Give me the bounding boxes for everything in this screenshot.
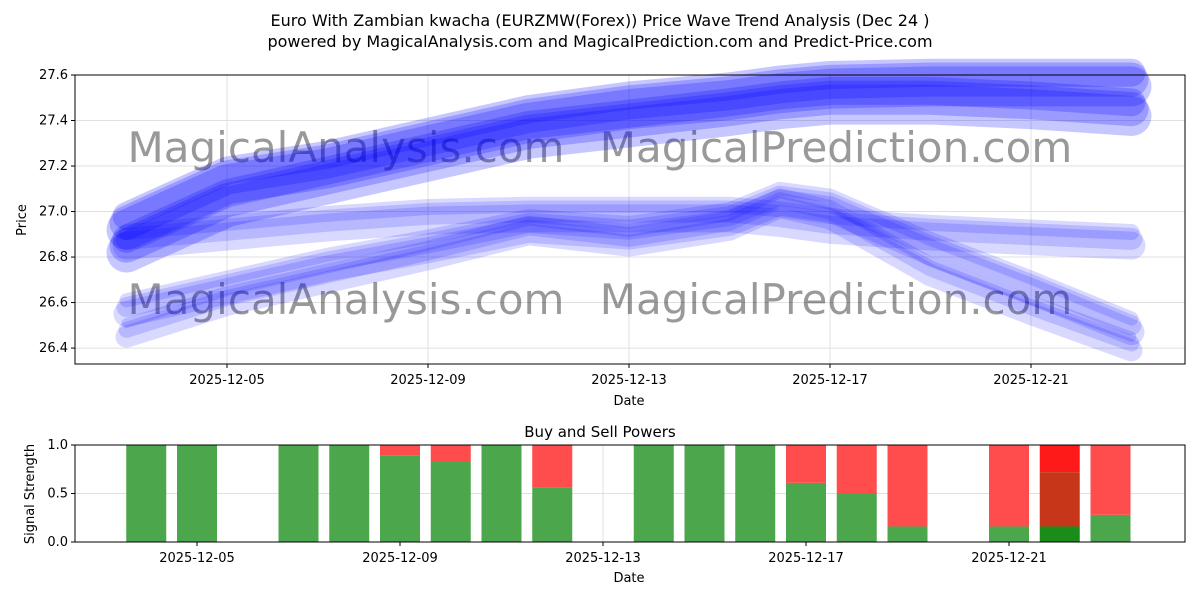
bottom-x-label: Date — [613, 571, 644, 586]
y-tick-label: 0.5 — [47, 487, 68, 502]
sell-bar — [989, 445, 1029, 527]
y-tick-label: 27.6 — [39, 68, 68, 83]
watermark: MagicalPrediction.com — [600, 275, 1073, 324]
x-tick-label: 2025-12-09 — [390, 373, 466, 388]
wave-band-4 — [118, 192, 1140, 352]
y-tick-label: 27.0 — [39, 205, 68, 220]
x-tick-label: 2025-12-21 — [971, 551, 1047, 566]
buy-bar — [1090, 514, 1131, 542]
wave-band-0 — [106, 66, 1152, 250]
buy-bar — [278, 445, 319, 542]
buy-bar — [735, 445, 776, 542]
sell-bar — [887, 445, 928, 527]
price-wave-chart: 2025-12-05 2025-12-09 2025-12-13 2025-12-17… — [39, 58, 1186, 388]
top-x-label: Date — [613, 394, 644, 409]
y-tick-label: 27.4 — [39, 114, 68, 129]
sell-bar — [430, 445, 471, 462]
sell-bar — [1090, 445, 1131, 515]
y-tick-label: 27.2 — [39, 159, 68, 174]
sell-bar — [836, 445, 877, 494]
plot-frame — [74, 444, 1186, 543]
x-tick-label: 2025-12-13 — [591, 373, 667, 388]
x-tick-label: 2025-12-05 — [189, 373, 265, 388]
buy-bar — [177, 445, 217, 542]
sell-bar — [380, 445, 420, 456]
buy-bar — [126, 445, 167, 542]
buy-bar — [989, 526, 1029, 542]
buy-bar — [887, 526, 928, 542]
sell-bar — [1039, 445, 1080, 473]
bottom-y-label: Signal Strength — [23, 444, 38, 544]
x-tick-label: 2025-12-05 — [159, 551, 235, 566]
wave-band-4 — [115, 195, 1143, 362]
buy-bar — [786, 482, 826, 542]
x-tick-label: 2025-12-17 — [768, 551, 844, 566]
plot-frame — [74, 74, 1186, 365]
y-tick-label: 26.6 — [39, 296, 68, 311]
wave-band-1 — [106, 84, 1152, 273]
buy-bar — [430, 461, 471, 542]
wave-band-2 — [118, 196, 1140, 241]
y-tick-label: 26.8 — [39, 250, 68, 265]
sell-bar — [786, 445, 826, 483]
buy-bar — [380, 455, 420, 542]
wave-band-3 — [119, 181, 1139, 326]
y-tick-label: 26.4 — [39, 341, 68, 356]
wave-band-3 — [116, 185, 1142, 336]
wave-band-0 — [109, 62, 1149, 240]
buy-bar — [684, 445, 725, 542]
watermark: MagicalAnalysis.com — [128, 275, 565, 324]
sell-bar — [532, 445, 573, 488]
chart-subtitle: powered by MagicalAnalysis.com and Magic… — [267, 32, 932, 51]
x-tick-label: 2025-12-21 — [993, 373, 1069, 388]
buy-bar — [1039, 526, 1080, 542]
buy-bar — [532, 487, 573, 542]
x-tick-label: 2025-12-17 — [792, 373, 868, 388]
watermark: MagicalPrediction.com — [600, 123, 1073, 172]
mixed-bar — [1039, 472, 1080, 527]
buy-bar — [836, 493, 877, 542]
wave-band-2 — [112, 204, 1146, 260]
wave-band-1 — [109, 80, 1149, 263]
y-tick-label: 1.0 — [47, 438, 68, 453]
wave-band-3 — [113, 189, 1145, 346]
bottom-chart-title: Buy and Sell Powers — [524, 423, 676, 441]
wave-band-4 — [121, 188, 1137, 342]
buy-sell-chart: 2025-12-05 2025-12-09 2025-12-13 2025-12-17… — [47, 438, 1186, 566]
x-tick-label: 2025-12-09 — [362, 551, 438, 566]
buy-bar — [633, 445, 674, 542]
x-tick-label: 2025-12-13 — [565, 551, 641, 566]
wave-band-2 — [115, 200, 1143, 250]
wave-band-0 — [112, 58, 1146, 231]
buy-bar — [329, 445, 370, 542]
chart-title: Euro With Zambian kwacha (EURZMW(Forex))… — [271, 11, 930, 30]
top-y-label: Price — [15, 204, 30, 236]
watermark: MagicalAnalysis.com — [128, 123, 565, 172]
buy-bar — [481, 445, 522, 542]
y-tick-label: 0.0 — [47, 535, 68, 550]
wave-band-1 — [112, 76, 1146, 253]
